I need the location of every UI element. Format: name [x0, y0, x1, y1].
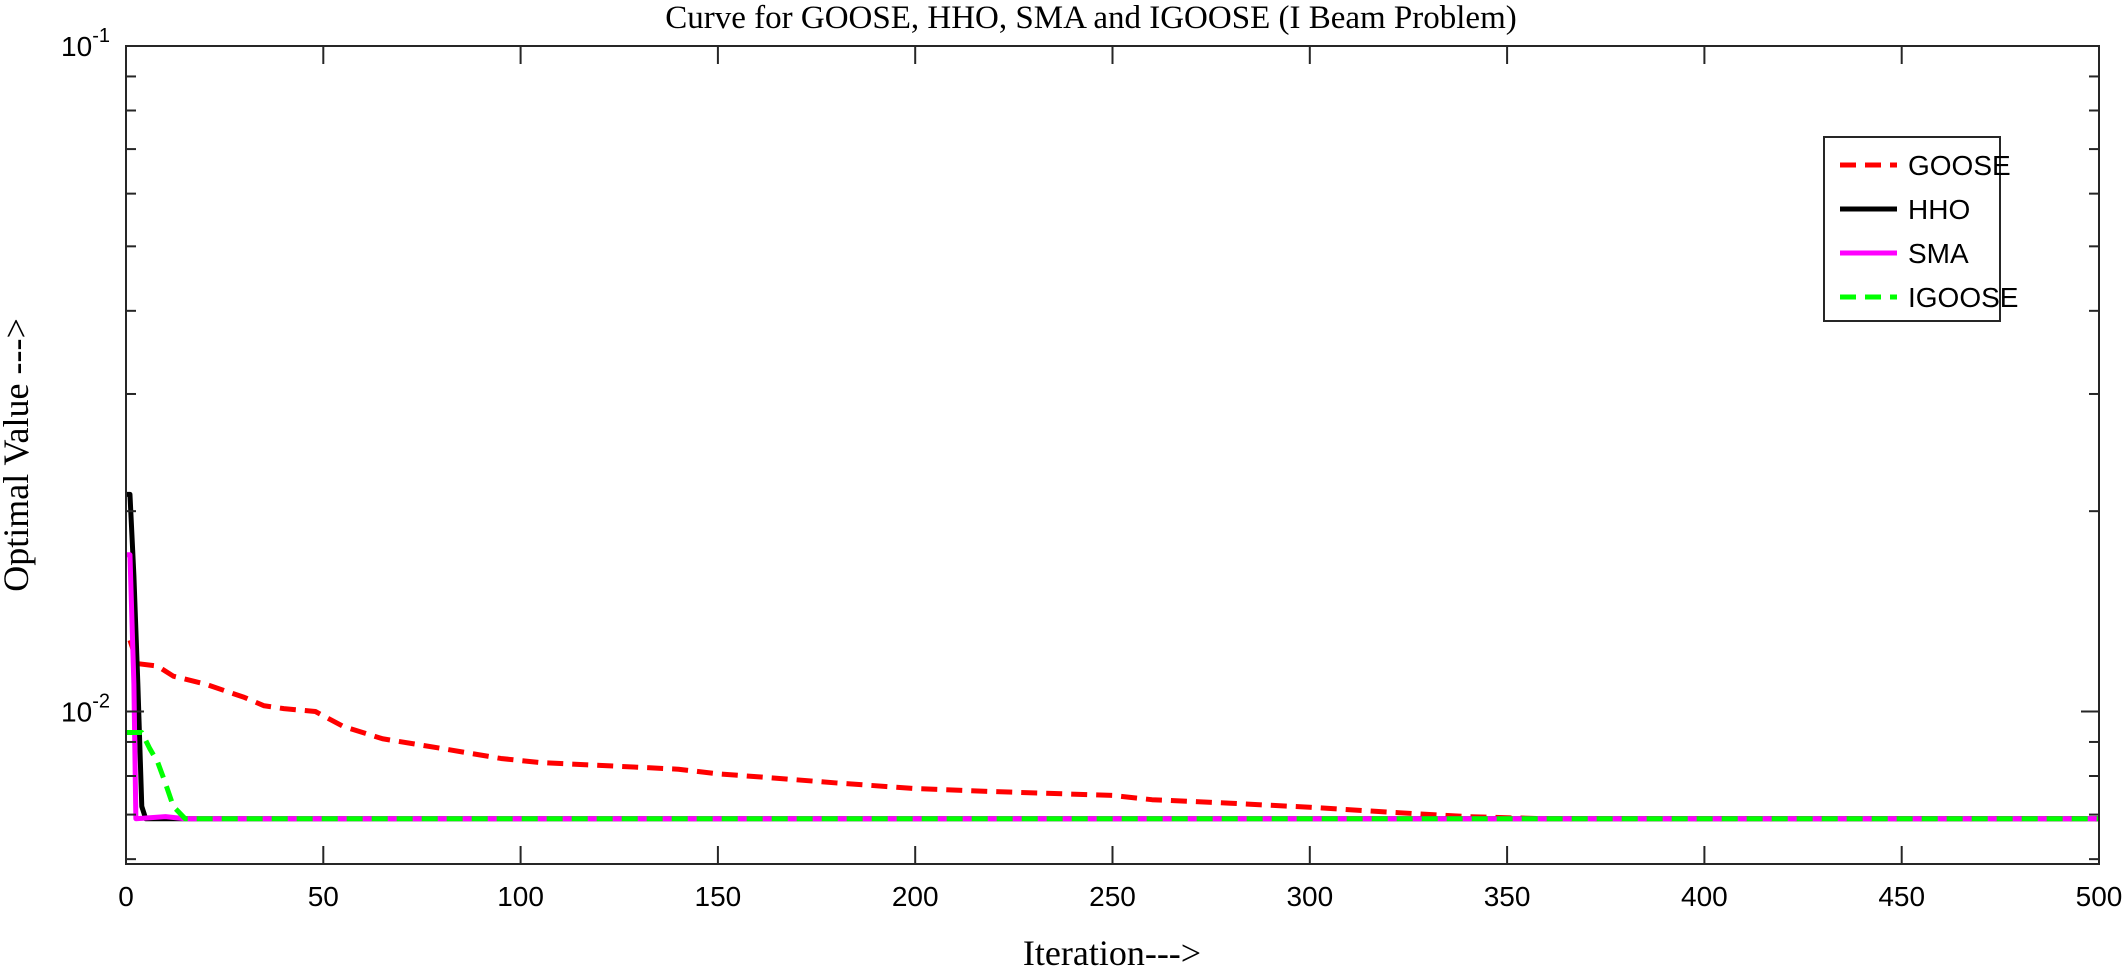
y-axis-ticks: 10-210-1 [61, 25, 2099, 861]
legend-label-sma: SMA [1908, 238, 1969, 269]
x-axis-label: Iteration---> [1023, 933, 1201, 968]
plot-series-group [126, 491, 2099, 822]
x-tick-label: 250 [1089, 881, 1136, 912]
x-tick-label: 500 [2076, 881, 2123, 912]
y-axis-label: Optimal Value ---> [0, 318, 36, 592]
legend-label-goose: GOOSE [1908, 150, 2011, 181]
y-tick-base: 10 [61, 31, 92, 62]
series-line-hho [126, 491, 2099, 822]
x-tick-label: 400 [1681, 881, 1728, 912]
x-tick-label: 150 [695, 881, 742, 912]
chart-title: Curve for GOOSE, HHO, SMA and IGOOSE (I … [665, 0, 1517, 36]
legend-label-hho: HHO [1908, 194, 1970, 225]
legend: GOOSE HHO SMA IGOOSE [1823, 136, 2018, 322]
x-axis-ticks: 0 50 100 150 200 250 300 350 400 450 500 [118, 46, 2122, 912]
x-tick-label: 350 [1484, 881, 1531, 912]
y-tick-exponent: -1 [92, 25, 110, 47]
x-tick-label: 100 [497, 881, 544, 912]
series-line-goose [127, 639, 2099, 822]
x-tick-label: 0 [118, 881, 134, 912]
x-tick-label: 450 [1878, 881, 1925, 912]
legend-label-igoose: IGOOSE [1908, 282, 2018, 313]
y-tick-exponent: -2 [92, 691, 110, 713]
y-tick-label: 10-2 [61, 691, 110, 728]
x-tick-label: 200 [892, 881, 939, 912]
legend-box [1823, 136, 2001, 322]
series-line-igoose [126, 729, 2099, 822]
x-tick-label: 300 [1286, 881, 1333, 912]
y-tick-label: 10-1 [61, 25, 110, 62]
y-tick-base: 10 [61, 697, 92, 728]
axes-box [125, 45, 2100, 865]
series-line-sma [126, 552, 2099, 822]
x-tick-label: 50 [308, 881, 339, 912]
